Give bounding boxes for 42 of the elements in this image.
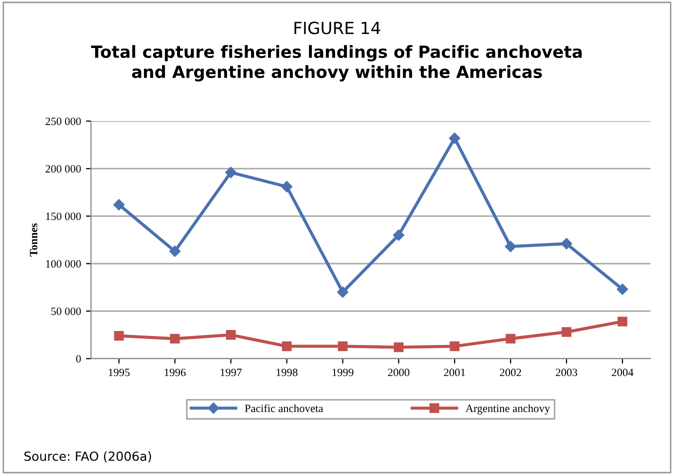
point (113, 199, 125, 210)
y-tick-label: 200 000 (46, 165, 81, 173)
x-tick-label: 2003 (556, 368, 578, 376)
source-note: Source: FAO (2006a) (24, 451, 152, 462)
point (560, 238, 572, 250)
point (170, 334, 180, 344)
point (616, 284, 628, 295)
y-tick-label: 50 000 (51, 308, 81, 316)
x-tick-label: 2000 (388, 368, 410, 376)
y-tick-label: 150 000 (46, 212, 81, 220)
chart-title: FIGURE 14 (294, 22, 380, 34)
point (506, 334, 516, 344)
x-tick-label: 1997 (220, 368, 242, 376)
point (562, 327, 572, 337)
point (450, 341, 460, 352)
point (449, 132, 460, 144)
x-tick-label: 2004 (612, 368, 634, 376)
y-tick-label: 100 000 (46, 260, 81, 268)
x-tick-label: 1998 (276, 368, 298, 376)
point (226, 330, 236, 340)
chart-subtitle: Total capture fisheries landings of Pacific anchoveta and Argentine anchovy within the Americas (91, 45, 582, 82)
legend-label: Pacific anchoveta (244, 404, 324, 412)
point (504, 240, 516, 252)
point (337, 286, 348, 298)
y-tick-label: 0 (76, 355, 81, 363)
x-tick-label: 1996 (164, 368, 186, 376)
point (338, 341, 348, 352)
x-tick-label: 2002 (500, 368, 522, 376)
point (225, 166, 236, 178)
point (114, 330, 124, 341)
legend-label: Argentine anchovy (466, 404, 550, 414)
point (394, 342, 404, 352)
y-tick-label: 250 000 (46, 118, 81, 126)
x-tick-label: 1999 (332, 368, 354, 376)
point (169, 246, 181, 257)
point (618, 316, 628, 326)
point (393, 230, 404, 241)
point (281, 181, 292, 192)
y-axis-title: Tonnes (30, 223, 38, 256)
x-tick-label: 1995 (108, 368, 130, 376)
x-tick-label: 2001 (444, 368, 466, 376)
point (282, 341, 292, 352)
